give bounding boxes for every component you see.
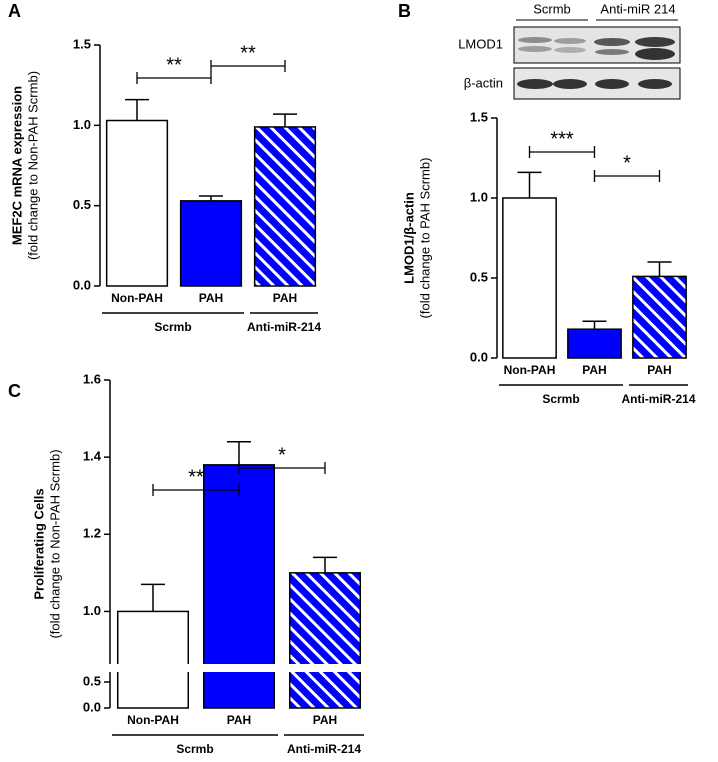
x-tick-label: PAH [313, 713, 337, 727]
y-tick-label: 0.0 [83, 699, 101, 714]
y-tick-label: 1.5 [73, 36, 91, 51]
x-tick-label: Non-PAH [504, 363, 556, 377]
significance-label: *** [550, 128, 574, 150]
x-tick-label: PAH [199, 291, 223, 305]
x-tick-label: PAH [273, 291, 297, 305]
significance-bracket [210, 60, 286, 72]
blot-row: β-actin [464, 75, 503, 90]
significance-label: ** [166, 54, 182, 76]
y-tick-label: 1.5 [470, 109, 488, 124]
y-axis-label: (fold change to PAH Scrmb) [417, 158, 432, 319]
y-tick-label: 0.5 [73, 197, 91, 212]
bar [116, 610, 190, 709]
bar [179, 200, 243, 287]
x-tick-label: PAH [227, 713, 251, 727]
blot-column: Anti-miR 214 [600, 1, 675, 16]
significance-label: * [278, 444, 286, 466]
significance-label: * [623, 152, 631, 174]
group-label: Scrmb [542, 392, 579, 406]
panel-label: C [8, 381, 21, 401]
blot-column: Scrmb [533, 1, 571, 16]
bar [288, 572, 362, 709]
y-axis-label: (fold change to Non-PAH Scrmb) [25, 71, 40, 260]
significance-bracket [593, 170, 661, 182]
bar [502, 197, 557, 359]
group-label: Anti-miR-214 [621, 392, 695, 406]
bar [632, 275, 687, 359]
y-axis-label: (fold change to Non-PAH Scrmb) [47, 449, 62, 638]
y-tick-label: 0.0 [73, 277, 91, 292]
panel-label: A [8, 1, 21, 21]
significance-bracket [136, 72, 212, 84]
significance-bracket [152, 484, 240, 496]
blot-bands [517, 37, 675, 89]
y-tick-label: 1.0 [83, 603, 101, 618]
significance-bracket [528, 146, 596, 158]
group-label: Anti-miR-214 [247, 320, 321, 334]
blot: Scrmb Anti-miR 214 LMOD1 β-actin [458, 1, 681, 100]
panel-label: B [398, 1, 411, 21]
group-label: Scrmb [154, 320, 191, 334]
y-axis-label: LMOD1/β-actin [401, 192, 416, 284]
significance-label: ** [240, 42, 256, 64]
bar [105, 119, 169, 287]
x-tick-label: Non-PAH [111, 291, 163, 305]
y-axis-label: MEF2C mRNA expression [9, 86, 24, 245]
group-label: Scrmb [176, 742, 213, 756]
y-tick-label: 0.0 [470, 349, 488, 364]
y-axis-label: Proliferating Cells [31, 488, 46, 599]
y-tick-label: 0.5 [83, 673, 101, 688]
x-tick-label: PAH [647, 363, 671, 377]
blot-row: LMOD1 [458, 36, 503, 51]
axis-break [102, 664, 368, 672]
bar [253, 126, 317, 287]
y-tick-label: 0.5 [470, 269, 488, 284]
significance-label: ** [188, 466, 204, 488]
y-tick-label: 1.6 [83, 371, 101, 386]
significance-bracket [238, 462, 326, 474]
y-tick-label: 1.4 [83, 449, 102, 464]
y-tick-label: 1.0 [73, 117, 91, 132]
group-label: Anti-miR-214 [287, 742, 361, 756]
x-tick-label: PAH [582, 363, 606, 377]
bar [567, 328, 622, 359]
y-tick-label: 1.0 [470, 189, 488, 204]
y-tick-label: 1.2 [83, 526, 101, 541]
x-tick-label: Non-PAH [127, 713, 179, 727]
